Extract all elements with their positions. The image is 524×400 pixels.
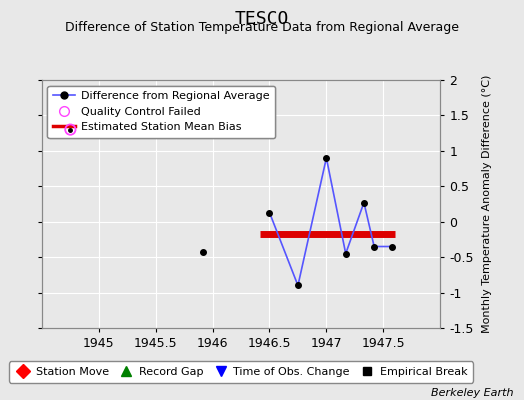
Legend: Difference from Regional Average, Quality Control Failed, Estimated Station Mean: Difference from Regional Average, Qualit…	[48, 86, 275, 138]
Y-axis label: Monthly Temperature Anomaly Difference (°C): Monthly Temperature Anomaly Difference (…	[482, 75, 492, 333]
Text: Berkeley Earth: Berkeley Earth	[431, 388, 514, 398]
Point	[66, 126, 74, 133]
Text: TESCO: TESCO	[235, 10, 289, 28]
Legend: Station Move, Record Gap, Time of Obs. Change, Empirical Break: Station Move, Record Gap, Time of Obs. C…	[9, 362, 473, 382]
Text: Difference of Station Temperature Data from Regional Average: Difference of Station Temperature Data f…	[65, 21, 459, 34]
